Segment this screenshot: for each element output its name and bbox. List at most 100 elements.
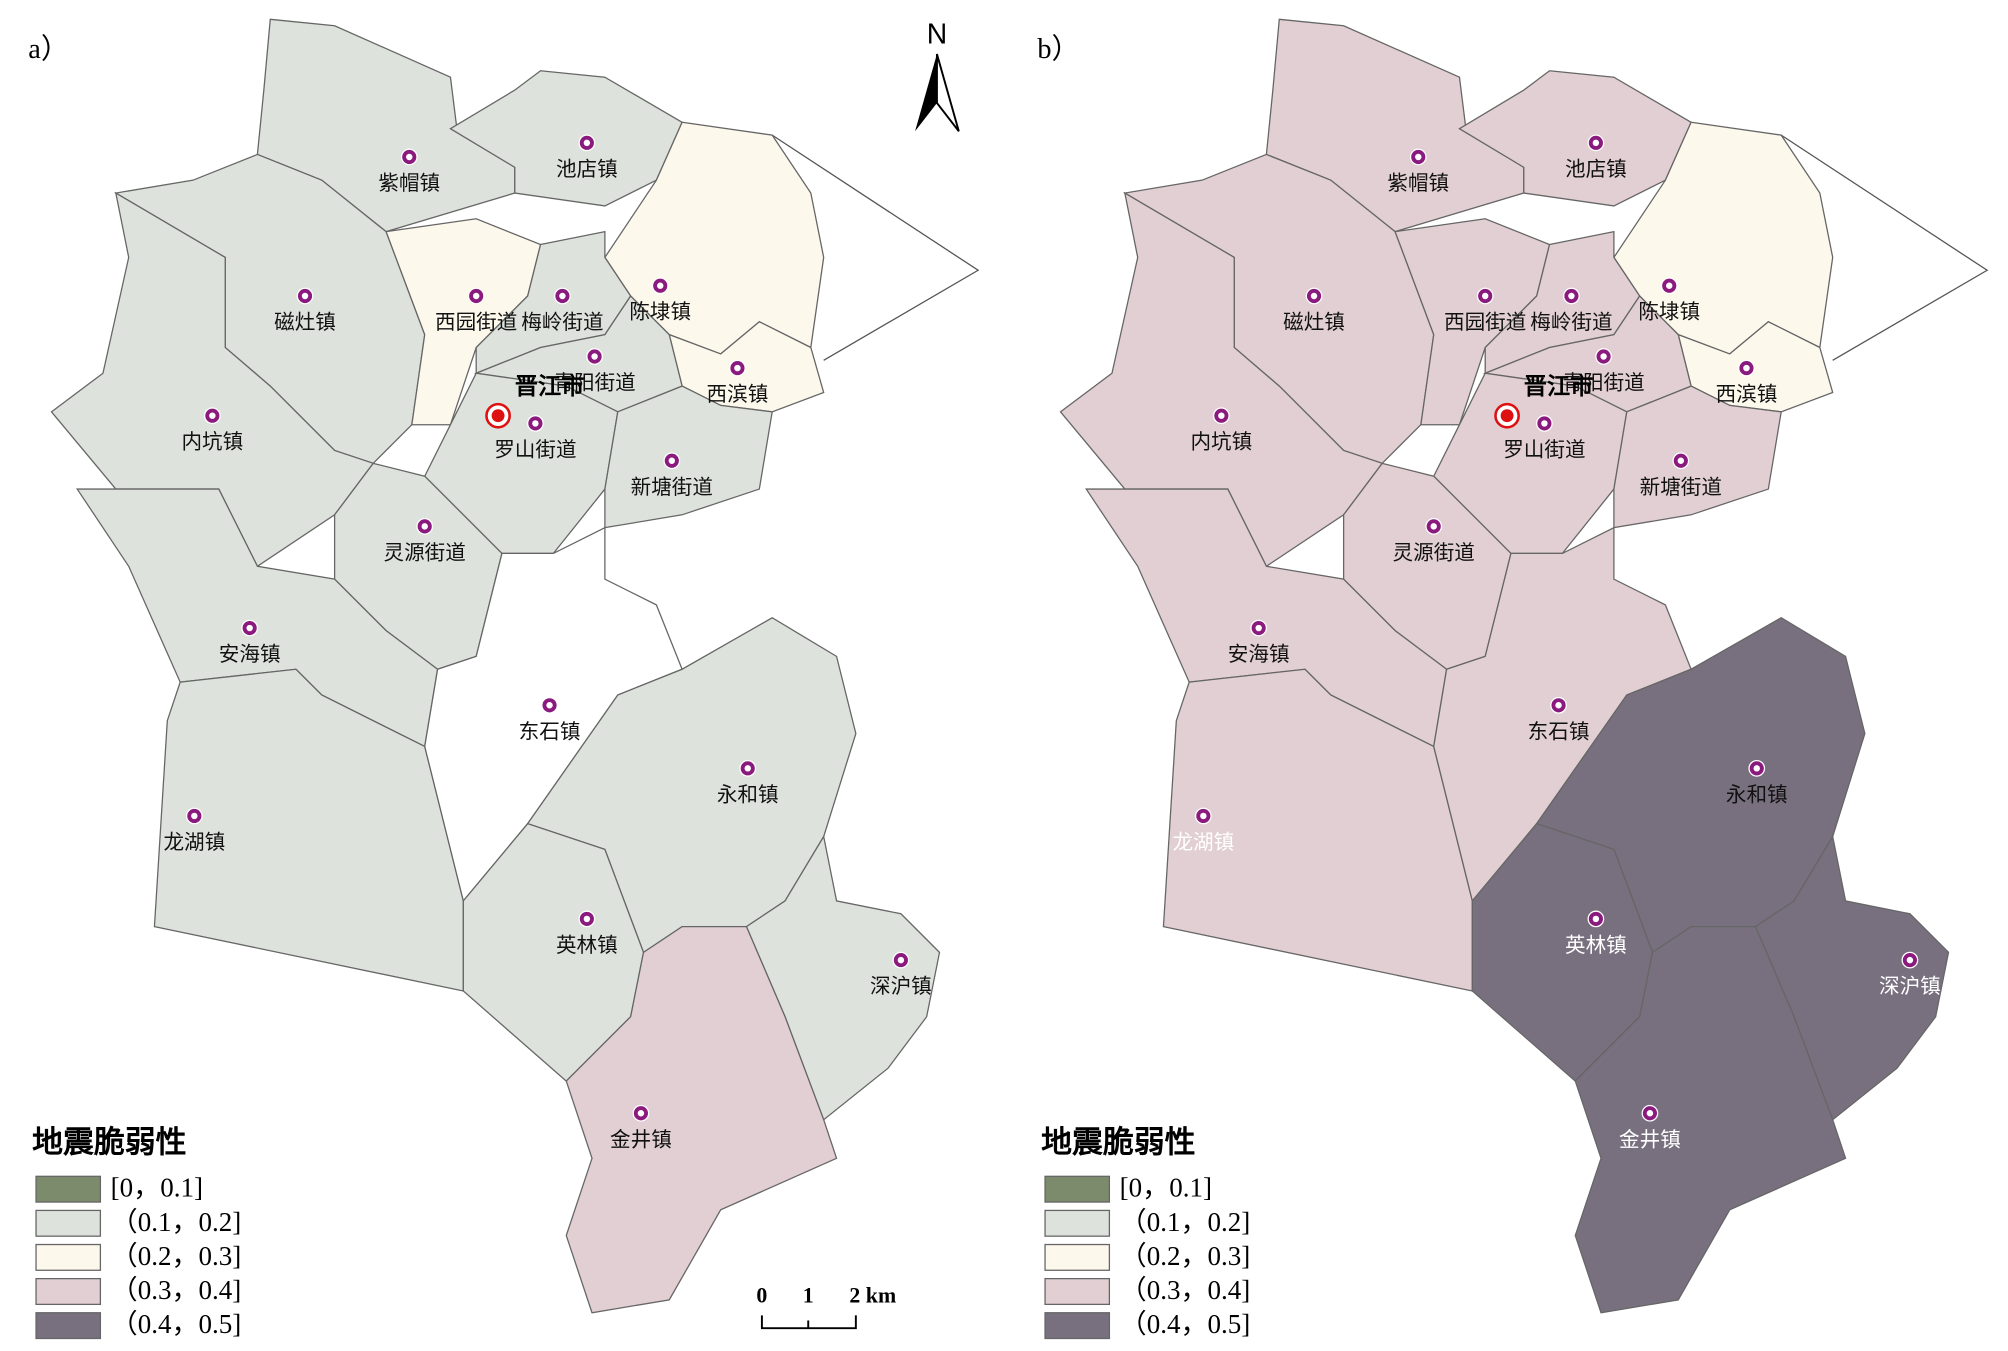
legend-swatch: [1044, 1312, 1111, 1340]
town-marker-dot: [1592, 139, 1600, 147]
town-marker-dot: [1666, 282, 1673, 289]
town-label: 深沪镇: [870, 975, 932, 998]
city-marker-dot: [491, 409, 505, 423]
town-marker-dot: [1646, 1110, 1654, 1117]
town-marker-dot: [421, 523, 428, 530]
town-marker-dot: [734, 364, 741, 372]
town-marker-dot: [1430, 523, 1437, 530]
town-marker-dot: [1255, 624, 1262, 632]
legend-label: （0.3，0.4]: [1120, 1275, 1251, 1305]
town-label: 陈埭镇: [1638, 301, 1700, 324]
scale-label: 0: [756, 1283, 767, 1307]
town-marker-dot: [1592, 915, 1600, 923]
legend: 地震脆弱性 [0，0.1] （0.1，0.2] （0.2，0.3] （0.3，0.4] （…: [1041, 1125, 1250, 1340]
town-label: 磁灶镇: [274, 311, 336, 334]
town-marker-dot: [897, 956, 905, 964]
town-region: [50, 191, 375, 568]
town-marker-dot: [406, 153, 413, 161]
town-label: 龙湖镇: [163, 831, 225, 854]
town-label: 金井镇: [610, 1128, 672, 1151]
town-marker-dot: [1555, 702, 1562, 709]
town-marker-dot: [1753, 765, 1760, 772]
town-label: 深沪镇: [1879, 975, 1941, 998]
city-label: 晋江市: [515, 373, 584, 400]
town-region: [1613, 385, 1782, 529]
coast-line: [771, 134, 980, 361]
town-marker-dot: [1600, 353, 1607, 360]
town-region: [1059, 191, 1384, 568]
town-label: 池店镇: [1565, 158, 1627, 181]
town-label: 东石镇: [519, 720, 581, 743]
town-label: 西滨镇: [707, 383, 769, 406]
legend-swatch: [1044, 1277, 1111, 1306]
legend-swatch: [1044, 1209, 1111, 1237]
town-label: 罗山街道: [1503, 438, 1585, 461]
panel-label: a）: [28, 33, 69, 65]
legend-label: （0.3，0.4]: [111, 1275, 242, 1305]
legend-title: 地震脆弱性: [1041, 1125, 1195, 1160]
north-label: N: [927, 18, 947, 50]
town-label: 永和镇: [1726, 783, 1788, 806]
legend-swatch: [35, 1243, 102, 1271]
legend-label: （0.4，0.5]: [1120, 1309, 1251, 1339]
legend-title: 地震脆弱性: [32, 1125, 186, 1160]
legend-swatch: [35, 1209, 102, 1237]
town-label: 梅岭街道: [521, 311, 603, 334]
town-marker-dot: [1743, 364, 1750, 372]
town-label: 金井镇: [1619, 1128, 1681, 1151]
town-marker-dot: [1481, 292, 1489, 300]
town-label: 陈埭镇: [629, 301, 691, 324]
town-marker-dot: [1677, 457, 1685, 464]
legend-label: （0.1，0.2]: [111, 1207, 242, 1237]
legend-swatch: [35, 1277, 102, 1306]
town-label: 磁灶镇: [1283, 311, 1345, 334]
town-marker-dot: [1541, 420, 1548, 427]
town-label: 内坑镇: [181, 431, 243, 454]
town-marker-dot: [637, 1110, 645, 1117]
town-marker-dot: [1200, 812, 1207, 820]
town-label: 东石镇: [1528, 720, 1590, 743]
town-region: [604, 385, 773, 529]
legend-label: （0.2，0.3]: [1120, 1241, 1251, 1271]
town-marker-dot: [546, 702, 553, 709]
town-marker-dot: [1415, 153, 1422, 161]
town-label: 青阳街道: [553, 372, 635, 395]
scale-bar: 0 1 2 km: [756, 1283, 896, 1330]
scale-label: 2 km: [849, 1283, 896, 1307]
town-marker-dot: [209, 412, 216, 419]
town-label: 安海镇: [219, 643, 281, 666]
town-label: 英林镇: [556, 934, 618, 957]
town-marker-dot: [657, 282, 664, 289]
town-region: [565, 925, 838, 1314]
town-marker-dot: [246, 624, 253, 632]
town-label: 西园街道: [1444, 311, 1526, 334]
town-label: 安海镇: [1228, 643, 1290, 666]
town-marker-dot: [583, 915, 591, 923]
town-label: 新塘街道: [1640, 476, 1722, 499]
town-label: 青阳街道: [1562, 372, 1644, 395]
legend-label: [0，0.1]: [111, 1173, 203, 1203]
city-label: 晋江市: [1524, 373, 1593, 400]
town-marker-dot: [532, 420, 539, 427]
legend: 地震脆弱性 [0，0.1] （0.1，0.2] （0.2，0.3] （0.3，0.4] （…: [32, 1125, 241, 1340]
town-label: 灵源街道: [384, 541, 466, 564]
town-marker-dot: [301, 292, 309, 300]
town-marker-dot: [559, 292, 566, 300]
town-marker-dot: [1568, 292, 1575, 300]
town-label: 池店镇: [556, 158, 618, 181]
town-marker-dot: [1310, 292, 1318, 300]
legend-swatch: [35, 1175, 102, 1203]
town-label: 西滨镇: [1716, 383, 1778, 406]
town-label: 龙湖镇: [1172, 831, 1234, 854]
town-marker-dot: [1906, 956, 1914, 964]
town-label: 梅岭街道: [1530, 311, 1612, 334]
coast-line: [1780, 134, 1989, 361]
legend-label: [0，0.1]: [1120, 1173, 1212, 1203]
town-label: 永和镇: [717, 783, 779, 806]
town-marker-dot: [744, 765, 751, 772]
town-label: 罗山街道: [494, 438, 576, 461]
town-label: 西园街道: [435, 311, 517, 334]
